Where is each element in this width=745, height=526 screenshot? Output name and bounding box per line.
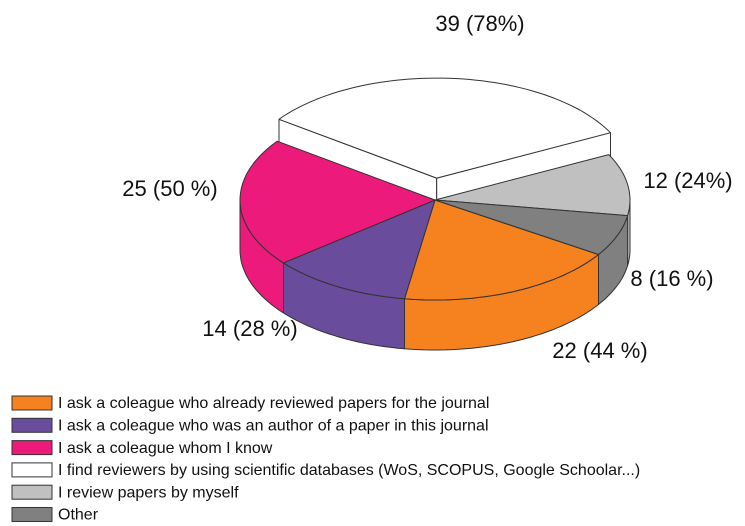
legend-label: I ask a coleague who already reviewed pa…	[58, 395, 489, 412]
pie	[239, 77, 631, 351]
legend: I ask a coleague who already reviewed pa…	[11, 395, 640, 524]
legend-swatch	[11, 417, 53, 433]
legend-label: I ask a coleague whom I know	[58, 440, 273, 457]
legend-swatch	[11, 395, 53, 411]
legend-swatch	[11, 462, 53, 478]
legend-swatch	[11, 440, 53, 456]
labels: 22 (44 %) 14 (28 %) 25 (50 %) 39 (78%) 12 (2…	[122, 11, 732, 363]
legend-swatch	[11, 507, 53, 522]
slice	[434, 154, 631, 217]
slice	[239, 140, 436, 264]
slice	[404, 199, 599, 301]
value-label: 22 (44 %)	[552, 338, 647, 363]
value-label: 25 (50 %)	[122, 176, 217, 201]
slice	[434, 199, 629, 255]
legend-label: I find reviewers by using scientific dat…	[58, 462, 640, 479]
value-label: 8 (16 %)	[630, 266, 713, 291]
legend-label: I review papers by myself	[58, 484, 239, 501]
slice	[283, 199, 436, 300]
legend-swatch	[11, 484, 53, 500]
legend-label: I ask a coleague who was an author of a …	[58, 418, 489, 435]
value-label: 14 (28 %)	[202, 316, 297, 341]
legend-label: Other	[58, 507, 99, 524]
slice	[278, 77, 611, 179]
value-label: 12 (24%)	[643, 168, 732, 193]
value-label: 39 (78%)	[435, 11, 524, 36]
